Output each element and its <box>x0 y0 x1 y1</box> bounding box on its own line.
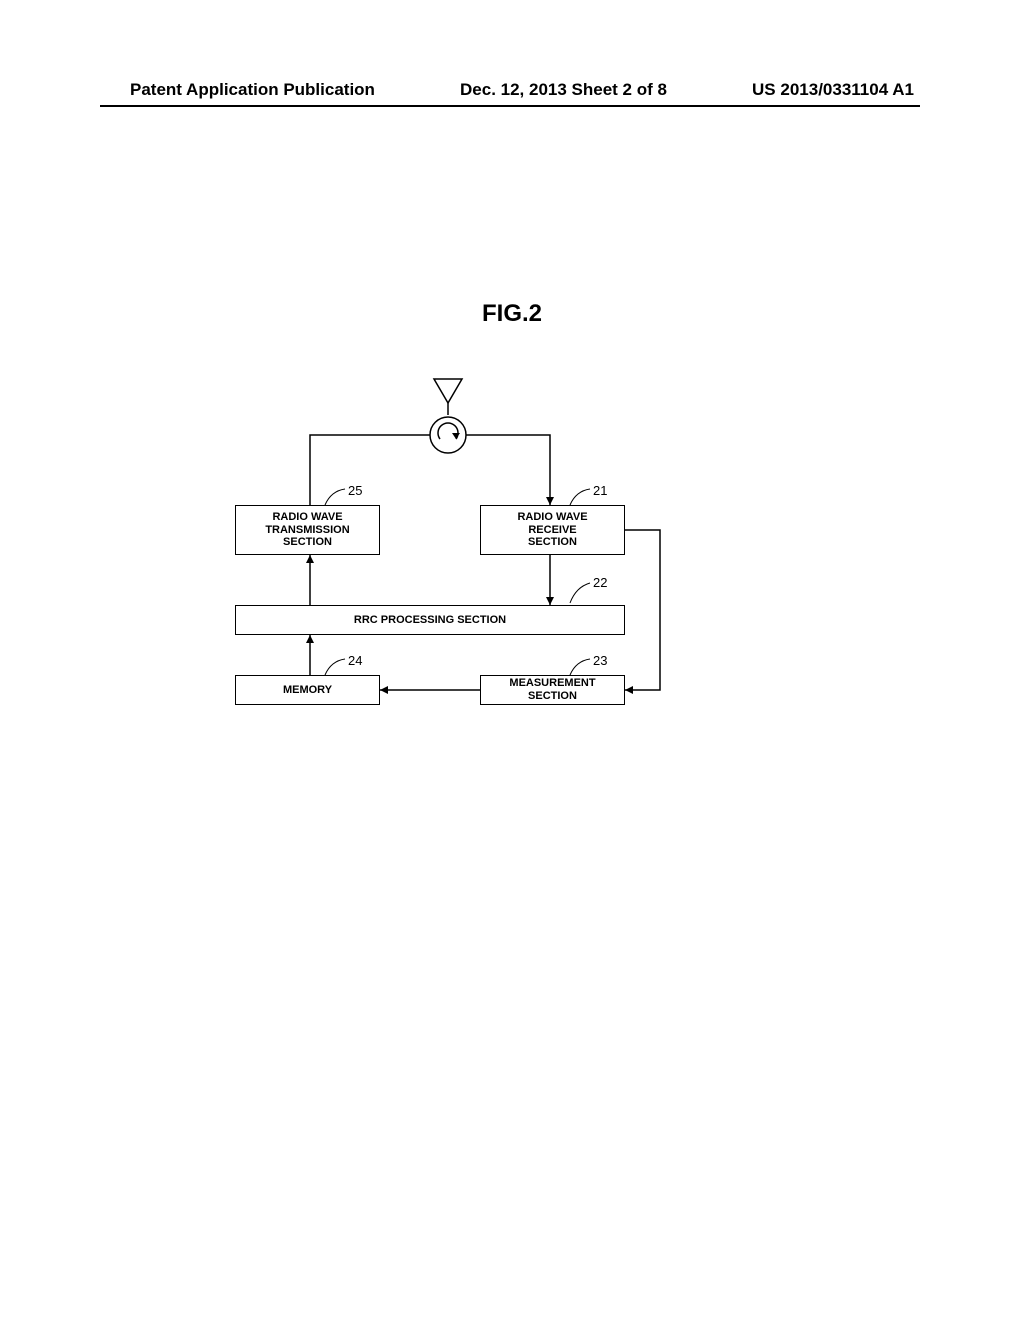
box-rrc: RRC PROCESSING SECTION <box>235 605 625 635</box>
figure-title: FIG.2 <box>0 300 1024 328</box>
page-header: Patent Application Publication Dec. 12, … <box>0 80 1024 100</box>
box-rrc-label: RRC PROCESSING SECTION <box>354 614 506 627</box>
ref-21: 21 <box>593 483 607 498</box>
header-center: Dec. 12, 2013 Sheet 2 of 8 <box>460 80 667 100</box>
box-rx-label: RADIO WAVERECEIVESECTION <box>517 511 587 549</box>
ref-24: 24 <box>348 653 362 668</box>
ref-25: 25 <box>348 483 362 498</box>
box-measurement: MEASUREMENTSECTION <box>480 675 625 705</box>
ref-22: 22 <box>593 575 607 590</box>
box-memory-label: MEMORY <box>283 684 332 697</box>
header-right: US 2013/0331104 A1 <box>752 80 914 100</box>
box-tx: RADIO WAVETRANSMISSIONSECTION <box>235 505 380 555</box>
block-diagram: RADIO WAVETRANSMISSIONSECTION RADIO WAVE… <box>230 375 730 775</box>
ref-23: 23 <box>593 653 607 668</box>
circulator-connections <box>230 375 730 775</box>
box-tx-label: RADIO WAVETRANSMISSIONSECTION <box>265 511 349 549</box>
box-rx: RADIO WAVERECEIVESECTION <box>480 505 625 555</box>
box-measurement-label: MEASUREMENTSECTION <box>509 677 595 702</box>
header-rule <box>100 105 920 107</box>
header-left: Patent Application Publication <box>130 80 375 100</box>
box-memory: MEMORY <box>235 675 380 705</box>
